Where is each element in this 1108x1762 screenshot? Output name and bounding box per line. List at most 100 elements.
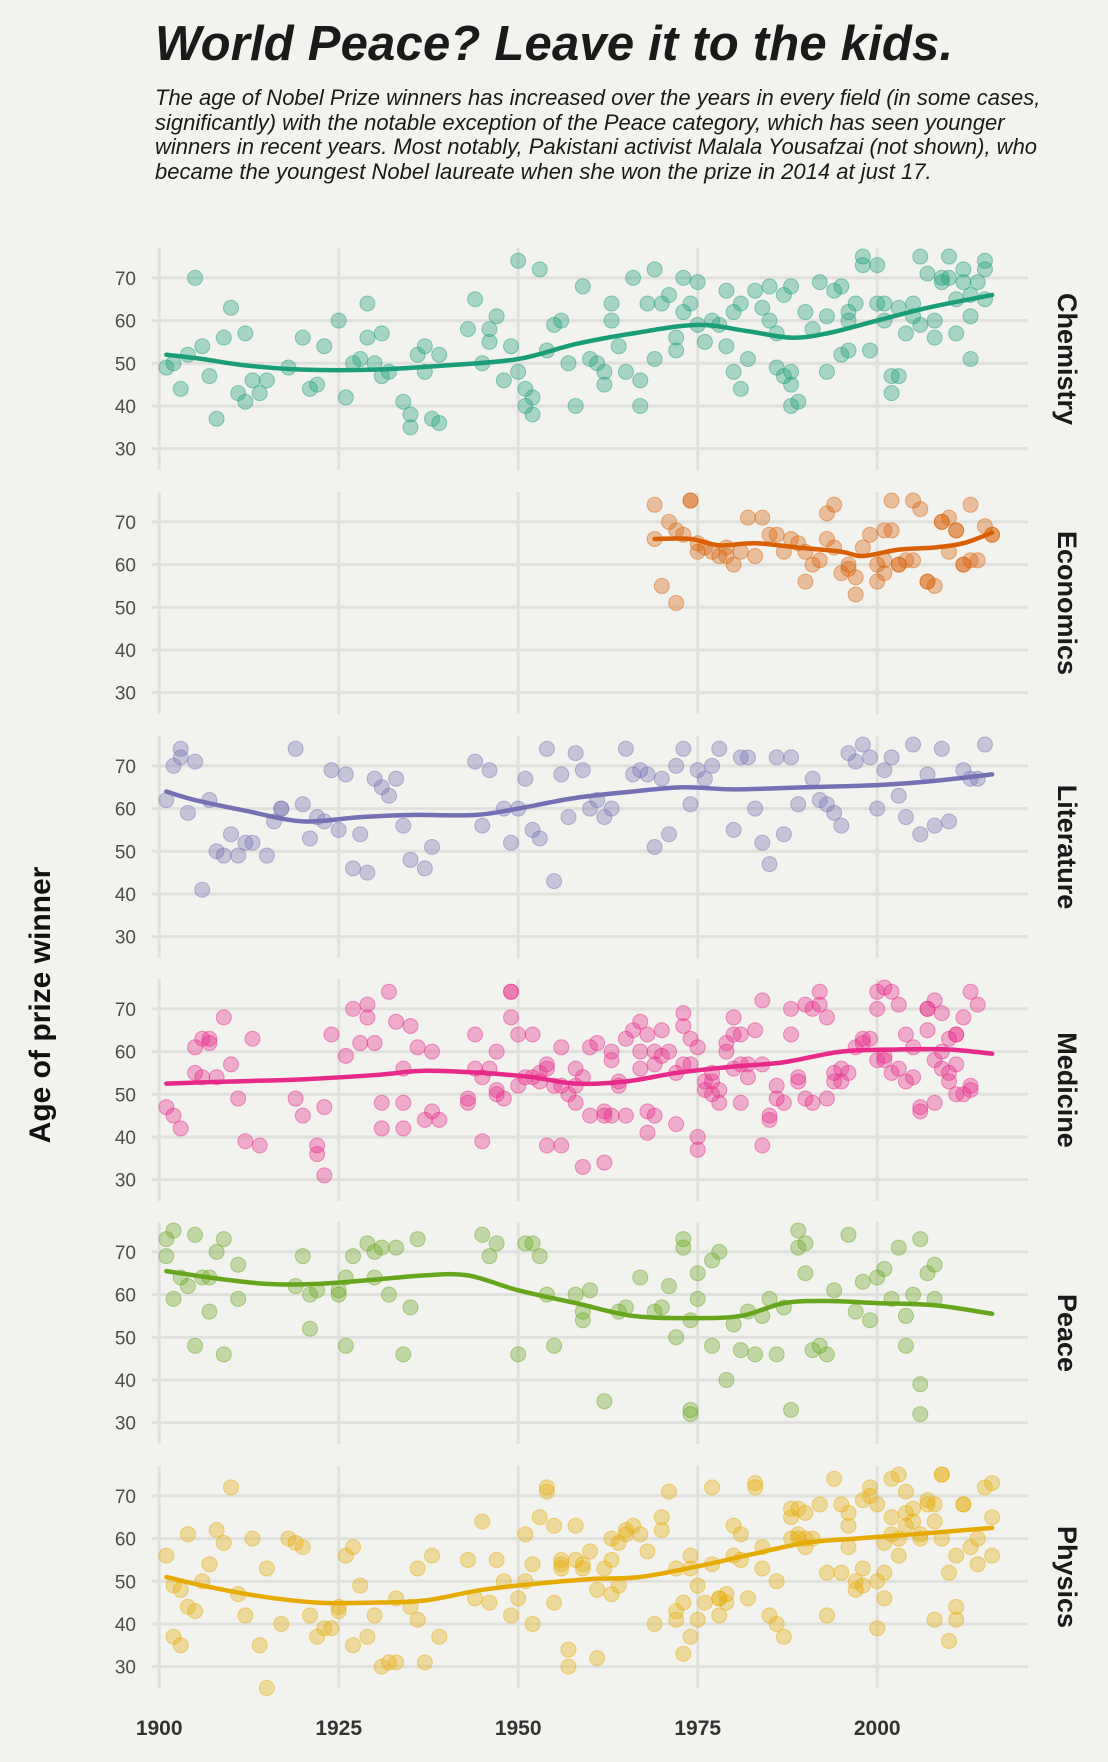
data-point bbox=[352, 1577, 369, 1594]
facet-medicine: 30 40 50 60 70 Medicine bbox=[115, 979, 1082, 1201]
data-point bbox=[725, 1009, 742, 1026]
data-point bbox=[639, 1543, 656, 1560]
trend-line bbox=[164, 1268, 995, 1321]
data-point bbox=[244, 372, 261, 389]
data-point bbox=[668, 1611, 685, 1628]
data-point bbox=[639, 766, 656, 783]
y-tick-label: 30 bbox=[115, 1414, 136, 1435]
data-point bbox=[660, 1278, 677, 1295]
data-point bbox=[962, 552, 979, 569]
data-point bbox=[761, 312, 778, 329]
data-point bbox=[294, 1107, 311, 1124]
y-tick-label: 60 bbox=[115, 1286, 136, 1307]
data-point bbox=[474, 1513, 491, 1530]
data-point bbox=[653, 770, 670, 787]
data-point bbox=[366, 1035, 383, 1052]
data-point bbox=[783, 1026, 800, 1043]
data-point bbox=[416, 1111, 433, 1128]
y-tick-label: 40 bbox=[115, 1615, 136, 1636]
data-point bbox=[976, 252, 993, 269]
data-point bbox=[359, 295, 376, 312]
data-point bbox=[783, 278, 800, 295]
data-point bbox=[689, 1290, 706, 1307]
data-point bbox=[876, 1590, 893, 1607]
data-point bbox=[912, 1099, 929, 1116]
data-point bbox=[854, 257, 871, 274]
data-point bbox=[373, 1658, 390, 1675]
data-point bbox=[603, 1043, 620, 1060]
data-point bbox=[682, 1030, 699, 1047]
data-point bbox=[926, 1094, 943, 1111]
y-tick-label: 70 bbox=[115, 1000, 136, 1021]
data-point bbox=[359, 329, 376, 346]
data-point bbox=[510, 363, 527, 380]
data-point bbox=[768, 1615, 785, 1632]
y-tick-label: 60 bbox=[115, 312, 136, 333]
data-point bbox=[761, 1111, 778, 1128]
data-point bbox=[833, 1060, 850, 1077]
y-tick-label: 70 bbox=[115, 1487, 136, 1508]
data-point bbox=[481, 333, 498, 350]
data-point bbox=[682, 492, 699, 509]
data-point bbox=[424, 1043, 441, 1060]
data-point bbox=[725, 1517, 742, 1534]
data-point bbox=[323, 1620, 340, 1637]
data-point bbox=[783, 397, 800, 414]
data-point bbox=[675, 1017, 692, 1034]
data-point bbox=[208, 1522, 225, 1539]
data-point bbox=[517, 1526, 534, 1543]
data-point bbox=[890, 787, 907, 804]
data-point bbox=[237, 1133, 254, 1150]
data-point bbox=[359, 996, 376, 1013]
data-point bbox=[969, 996, 986, 1013]
data-point bbox=[402, 419, 419, 436]
data-point bbox=[912, 1231, 929, 1248]
data-point bbox=[431, 415, 448, 432]
data-point bbox=[675, 1231, 692, 1248]
data-point bbox=[481, 321, 498, 338]
data-point bbox=[158, 1231, 175, 1248]
data-point bbox=[811, 983, 828, 1000]
data-point bbox=[689, 1611, 706, 1628]
data-point bbox=[768, 749, 785, 766]
data-point bbox=[754, 834, 771, 851]
facet-chemistry: 30 40 50 60 70 Chemistry bbox=[115, 248, 1082, 470]
data-point bbox=[854, 736, 871, 753]
data-point bbox=[919, 573, 936, 590]
data-point bbox=[660, 286, 677, 303]
data-point bbox=[811, 792, 828, 809]
data-point bbox=[258, 847, 275, 864]
data-point bbox=[897, 1026, 914, 1043]
data-point bbox=[689, 274, 706, 291]
facet-label: Medicine bbox=[1052, 1032, 1082, 1148]
data-point bbox=[912, 248, 929, 265]
data-point bbox=[194, 881, 211, 898]
y-tick-label: 40 bbox=[115, 1371, 136, 1392]
data-point bbox=[538, 1483, 555, 1500]
data-point bbox=[718, 338, 735, 355]
data-point bbox=[524, 1615, 541, 1632]
y-tick-label: 50 bbox=[115, 1328, 136, 1349]
data-point bbox=[553, 312, 570, 329]
data-point bbox=[739, 351, 756, 367]
data-point bbox=[890, 368, 907, 385]
data-point bbox=[416, 1654, 433, 1671]
data-point bbox=[689, 762, 706, 779]
data-point bbox=[538, 1056, 555, 1073]
data-point bbox=[222, 826, 239, 843]
data-point bbox=[840, 304, 857, 321]
data-point bbox=[783, 1401, 800, 1418]
data-point bbox=[818, 308, 835, 325]
data-point bbox=[711, 1243, 728, 1260]
data-point bbox=[897, 1337, 914, 1354]
data-point bbox=[459, 1551, 476, 1568]
data-point bbox=[617, 363, 634, 380]
data-point bbox=[596, 1560, 613, 1577]
data-point bbox=[179, 1598, 196, 1615]
data-point bbox=[596, 363, 613, 380]
data-point bbox=[790, 1500, 807, 1517]
data-point bbox=[948, 1056, 965, 1073]
data-point bbox=[675, 1594, 692, 1611]
data-point bbox=[503, 1607, 520, 1624]
data-point bbox=[639, 1124, 656, 1141]
